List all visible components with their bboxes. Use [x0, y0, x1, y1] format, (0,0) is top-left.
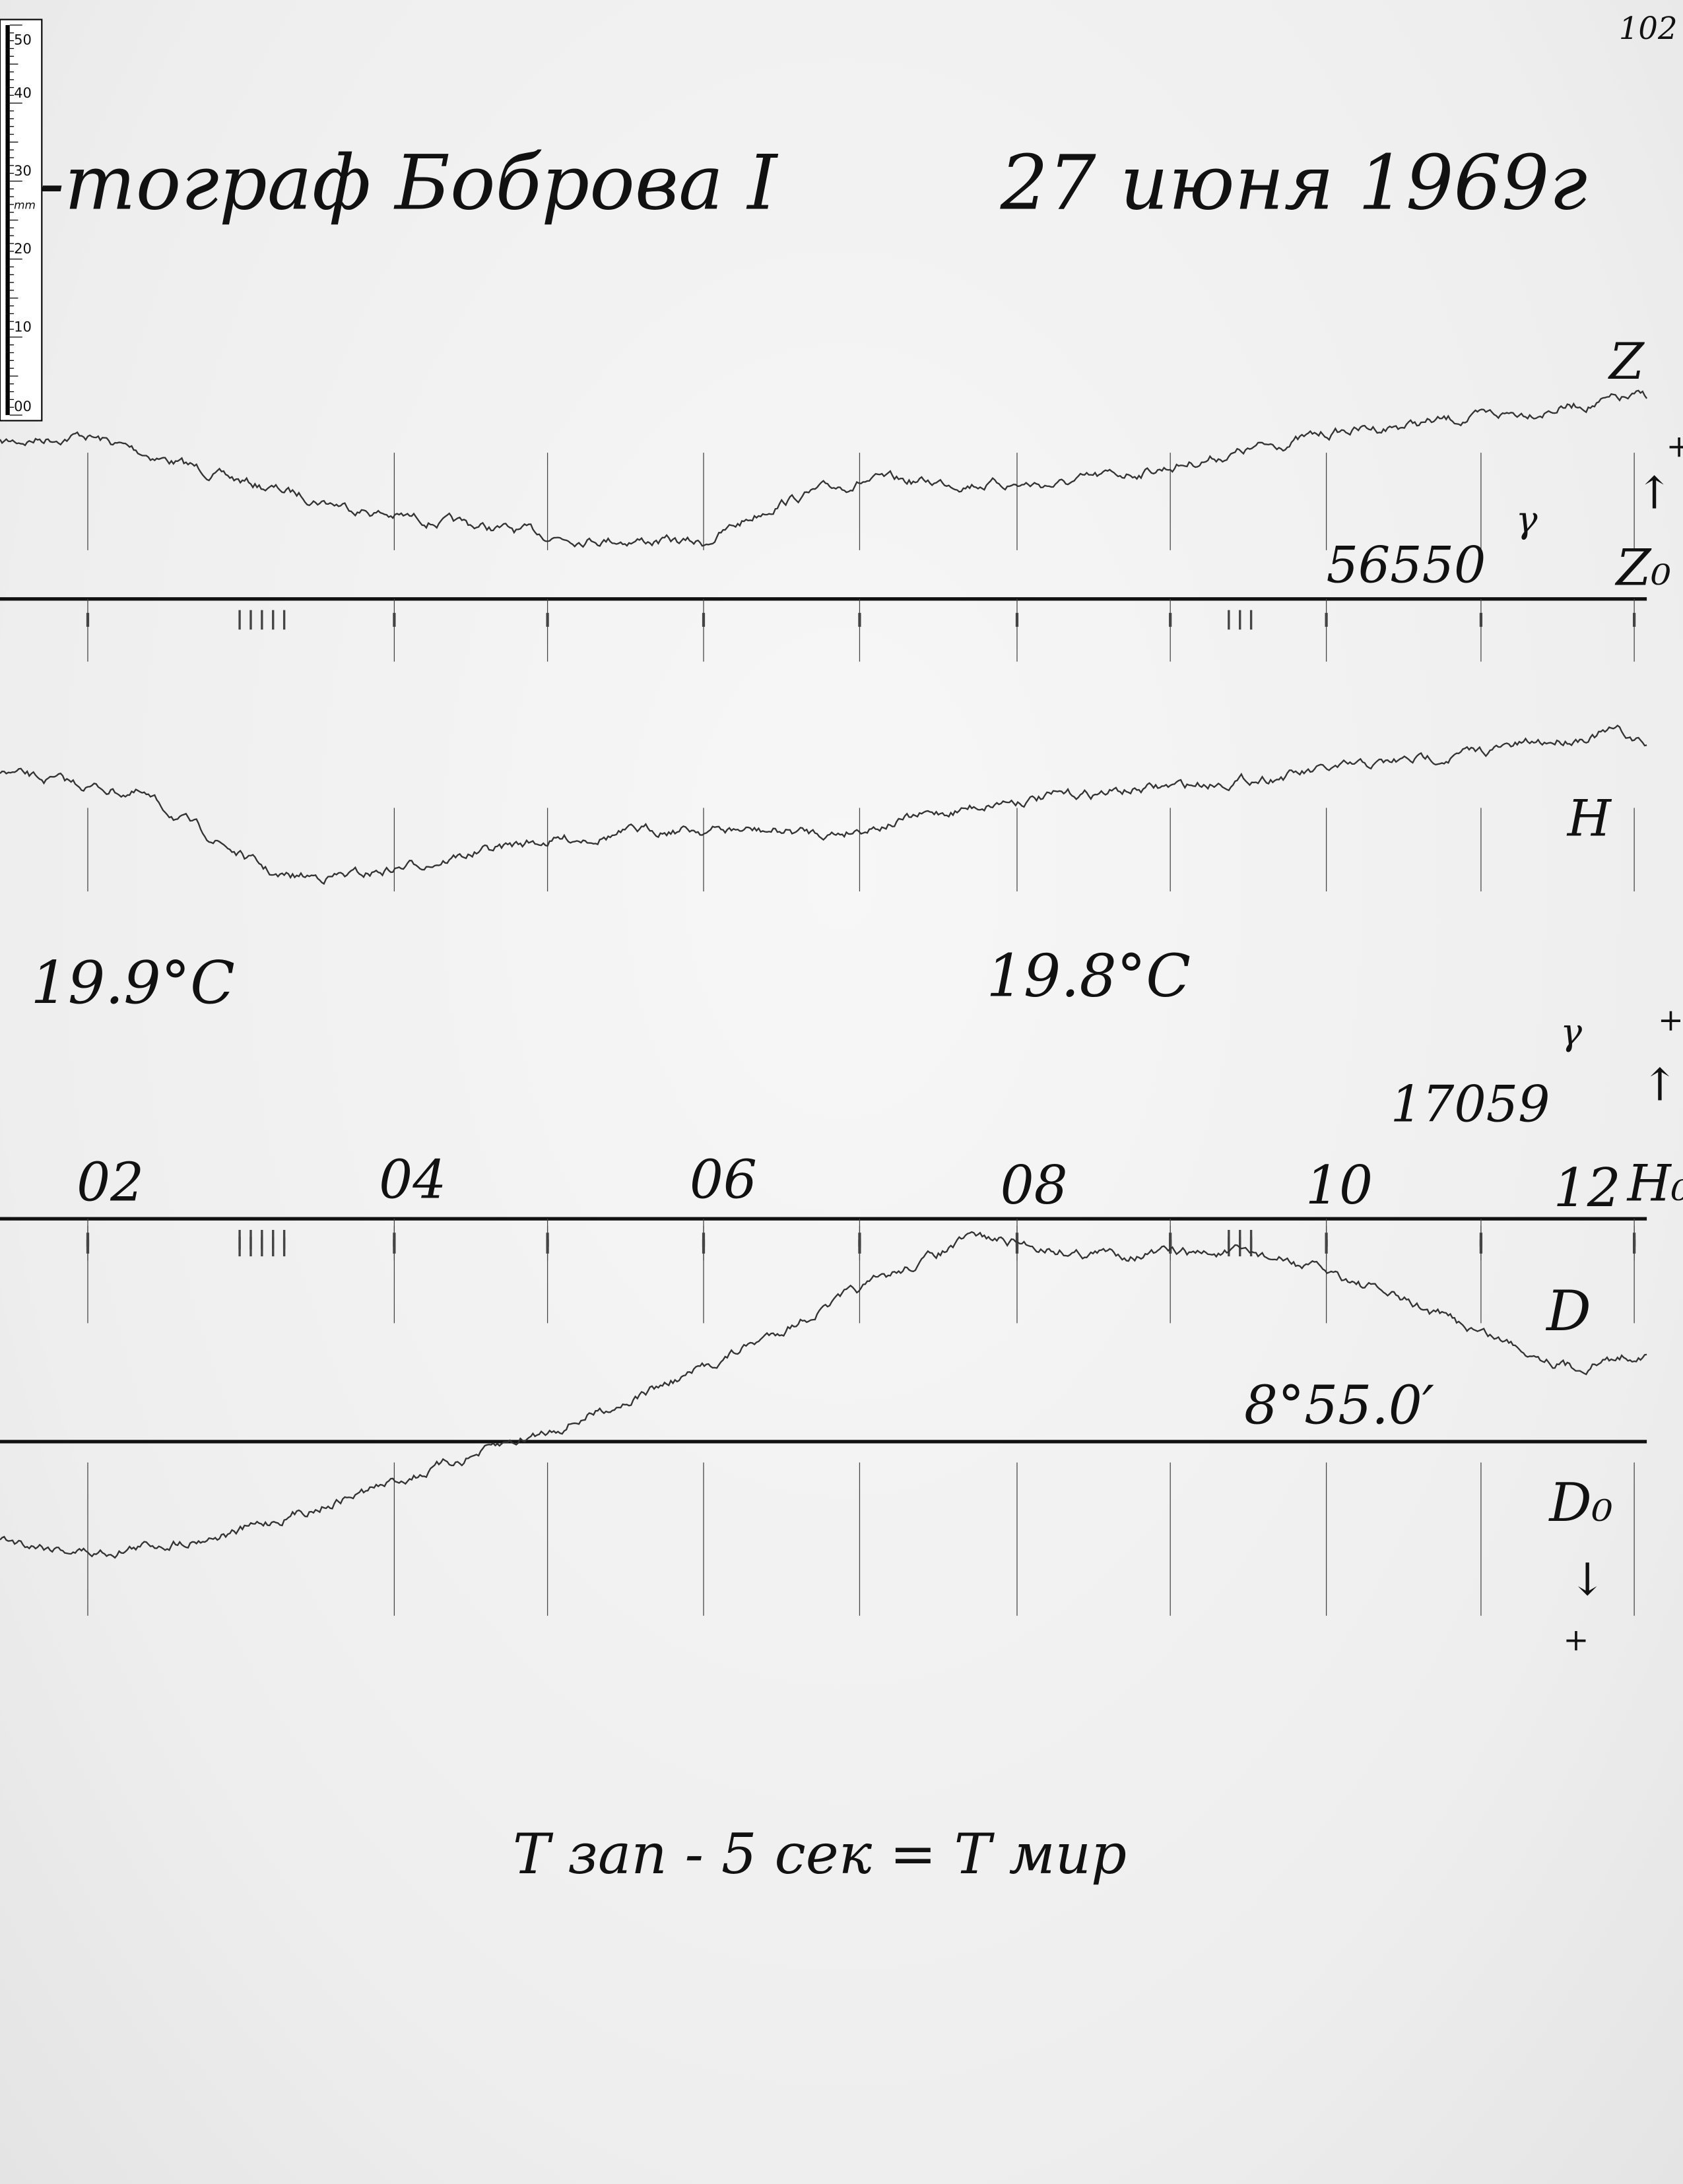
h-sign: + — [1658, 1002, 1683, 1038]
ruler-label-10: 10 — [14, 318, 32, 335]
hour-label-04: 04 — [379, 1149, 446, 1210]
ruler-unit: mm — [14, 199, 36, 212]
scale-ruler: 50 40 30 20 10 00 mm — [0, 18, 43, 422]
hour-label-08: 08 — [1001, 1155, 1068, 1216]
d-baseline-label: D₀ — [1548, 1472, 1612, 1533]
hour-label-06: 06 — [690, 1149, 757, 1210]
temperature-2: 19.8°C — [987, 942, 1191, 1010]
ruler-label-20: 20 — [14, 240, 32, 257]
d-direction-arrow: ↓ — [1569, 1553, 1606, 1605]
hour-label-02: 02 — [77, 1152, 144, 1213]
h-trace — [0, 724, 1647, 885]
z-unit: γ — [1516, 498, 1538, 540]
d-sign: + — [1563, 1622, 1589, 1657]
ruler-label-40: 40 — [14, 84, 32, 101]
h-label: H — [1566, 789, 1612, 848]
title-instrument: -тограф Боброва I — [39, 139, 778, 227]
page-number: 102 — [1619, 11, 1678, 46]
hour-label-10: 10 — [1305, 1155, 1373, 1216]
temperature-1: 19.9°C — [30, 949, 235, 1017]
d-trace — [0, 1231, 1647, 1559]
h-unit: γ — [1560, 1011, 1582, 1053]
h-direction-arrow: ↑ — [1641, 1059, 1679, 1111]
h-baseline-label: H₀ — [1626, 1154, 1683, 1213]
h-baseline-value: 17059 — [1391, 1074, 1550, 1133]
title-date: 27 июня 1969г — [1000, 139, 1588, 227]
z-label: Z — [1608, 332, 1645, 391]
z-sign: + — [1666, 428, 1683, 464]
d-baseline-value: 8°55.0′ — [1244, 1374, 1434, 1436]
footer-time-note: T зап - 5 сек = T мир — [513, 1822, 1127, 1886]
z-baseline-value: 56550 — [1327, 535, 1486, 594]
d-label: D — [1545, 1279, 1591, 1343]
z-trace — [0, 389, 1648, 548]
time-marks — [86, 453, 1636, 1616]
ruler-label-30: 30 — [14, 162, 32, 179]
ruler-label-50: 50 — [14, 32, 32, 48]
z-direction-arrow: ↑ — [1635, 467, 1673, 519]
hour-label-12: 12 — [1554, 1157, 1621, 1219]
ruler-label-00: 00 — [14, 398, 32, 414]
z-baseline-label: Z₀ — [1615, 538, 1671, 597]
